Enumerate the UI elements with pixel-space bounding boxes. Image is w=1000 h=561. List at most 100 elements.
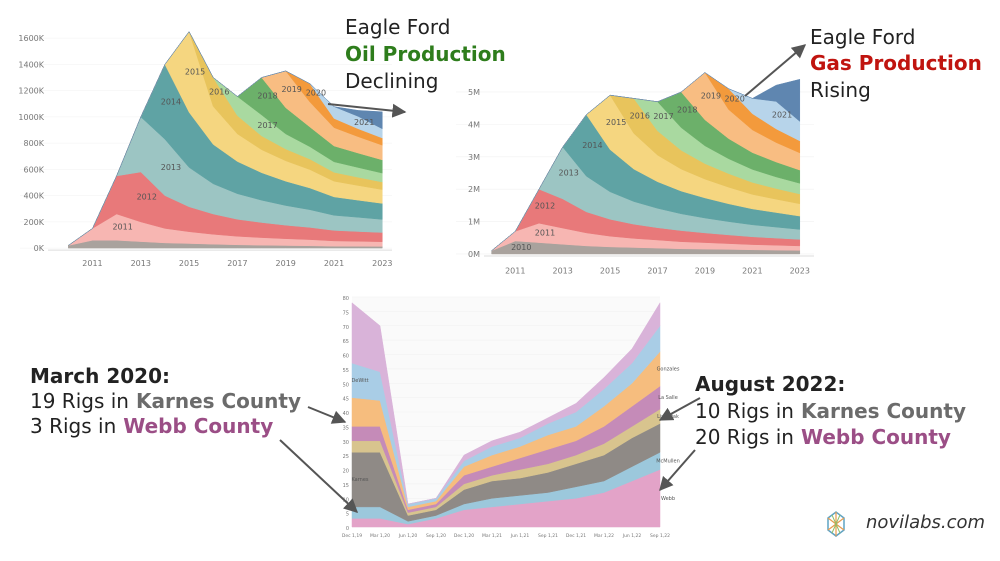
y-tick-label: 4M	[468, 120, 480, 129]
y-tick-label: 1400K	[18, 60, 44, 69]
area	[491, 72, 801, 251]
area-label: 2012	[137, 192, 157, 201]
y-tick-label: 2M	[468, 185, 480, 194]
arrow	[744, 44, 807, 97]
area-label: 2019	[282, 85, 302, 94]
area-label: 2019	[701, 92, 721, 101]
area-label: 2021	[772, 111, 792, 120]
x-tick-label: 2021	[324, 259, 344, 268]
y-tick-label: 70	[343, 325, 349, 331]
y-tick-label: 80	[343, 296, 349, 302]
arrow	[659, 449, 696, 492]
area	[351, 301, 661, 505]
oil-line-2: Oil Production	[345, 42, 506, 66]
y-tick-label: 400K	[23, 192, 44, 201]
area	[68, 31, 383, 246]
x-tick-label: Sep 1,20	[426, 533, 446, 539]
logo-text: novilabs.com	[866, 512, 985, 533]
area-label: 2016	[209, 87, 229, 96]
gas-line-3: Rising	[810, 78, 871, 102]
area-label: La Salle	[658, 395, 678, 401]
x-tick-label: 2019	[695, 267, 715, 276]
area-label: Karnes	[351, 477, 368, 483]
arrow	[279, 439, 359, 513]
oil-line-3: Declining	[345, 69, 438, 93]
x-tick-label: 2023	[790, 267, 810, 276]
x-tick-label: Mar 1,22	[594, 533, 614, 539]
charts: 0K 200K 400K 600K 800K 1000K 1200K 1400K 1600K 20…	[18, 31, 814, 539]
march-line-1: 19 Rigs in Karnes County	[30, 389, 301, 413]
x-tick-label: Sep 1,22	[650, 533, 670, 539]
y-tick-label: 50	[343, 382, 349, 388]
y-tick-label: 75	[343, 310, 349, 316]
y-tick-label: 35	[343, 425, 349, 431]
arrow	[658, 397, 701, 421]
y-tick-label: 800K	[23, 139, 44, 148]
area-label: Webb	[661, 496, 675, 502]
area-label: 2013	[559, 168, 579, 177]
area-label: McMullen	[656, 458, 680, 464]
area-label: 2015	[606, 118, 626, 127]
area-label: 2020	[306, 88, 326, 97]
x-tick-label: Mar 1,20	[370, 533, 390, 539]
y-tick-label: 20	[343, 469, 349, 475]
y-tick-label: 0K	[34, 244, 45, 253]
august-line-2: 20 Rigs in Webb County	[695, 425, 951, 449]
area-label: 2012	[535, 202, 555, 211]
county: Webb County	[123, 414, 273, 438]
y-tick-label: 1M	[468, 218, 480, 227]
area-label: Gonzales	[657, 366, 680, 372]
text: 3 Rigs in	[30, 414, 116, 438]
county: Karnes County	[801, 399, 966, 423]
x-tick-label: 2019	[276, 259, 296, 268]
y-tick-label: 0	[346, 526, 349, 532]
area-label: 2018	[257, 92, 277, 101]
march-line-2: 3 Rigs in Webb County	[30, 414, 273, 438]
gas-line-2: Gas Production	[810, 51, 982, 75]
y-tick-label: 5	[346, 512, 349, 518]
x-tick-label: 2017	[227, 259, 247, 268]
x-tick-label: 2023	[372, 259, 392, 268]
area-label: 2011	[112, 223, 132, 232]
area-label: 2017	[257, 121, 277, 130]
x-tick-label: Jun 1,21	[510, 533, 530, 539]
text: 10 Rigs in	[695, 399, 794, 423]
gas-line-1: Eagle Ford	[810, 25, 915, 49]
x-tick-label: Jun 1,22	[622, 533, 642, 539]
y-tick-label: 15	[343, 483, 349, 489]
y-tick-label: 30	[343, 440, 349, 446]
x-tick-label: 2015	[600, 267, 620, 276]
y-tick-label: 200K	[23, 218, 44, 227]
y-tick-label: 1000K	[18, 113, 44, 122]
area-label: 2014	[161, 97, 181, 106]
y-tick-label: 45	[343, 397, 349, 403]
x-tick-label: Dec 1,19	[342, 533, 362, 539]
area-label: 2016	[630, 111, 650, 120]
august-title: August 2022:	[695, 372, 845, 396]
area-label: 2017	[653, 112, 673, 121]
area-label: 2013	[161, 163, 181, 172]
y-tick-label: 1600K	[18, 34, 44, 43]
y-tick-label: 0M	[468, 250, 480, 259]
x-tick-label: 2017	[647, 267, 667, 276]
y-tick-label: 55	[343, 368, 349, 374]
x-tick-label: 2021	[742, 267, 762, 276]
y-tick-label: 5M	[468, 88, 480, 97]
arrow	[327, 103, 407, 118]
x-tick-label: 2013	[553, 267, 573, 276]
y-tick-label: 60	[343, 354, 349, 360]
oil-line-1: Eagle Ford	[345, 15, 450, 39]
area-label: 2015	[185, 67, 205, 76]
x-tick-label: 2011	[82, 259, 102, 268]
august-line-1: 10 Rigs in Karnes County	[695, 399, 966, 423]
x-tick-label: 2011	[505, 267, 525, 276]
text: 19 Rigs in	[30, 389, 129, 413]
x-tick-label: Jun 1,20	[398, 533, 418, 539]
y-tick-label: 600K	[23, 165, 44, 174]
area-label: 2010	[511, 243, 531, 252]
y-tick-label: 1200K	[18, 87, 44, 96]
county: Webb County	[801, 425, 951, 449]
logo-icon	[827, 511, 845, 537]
x-tick-label: Sep 1,21	[538, 533, 558, 539]
